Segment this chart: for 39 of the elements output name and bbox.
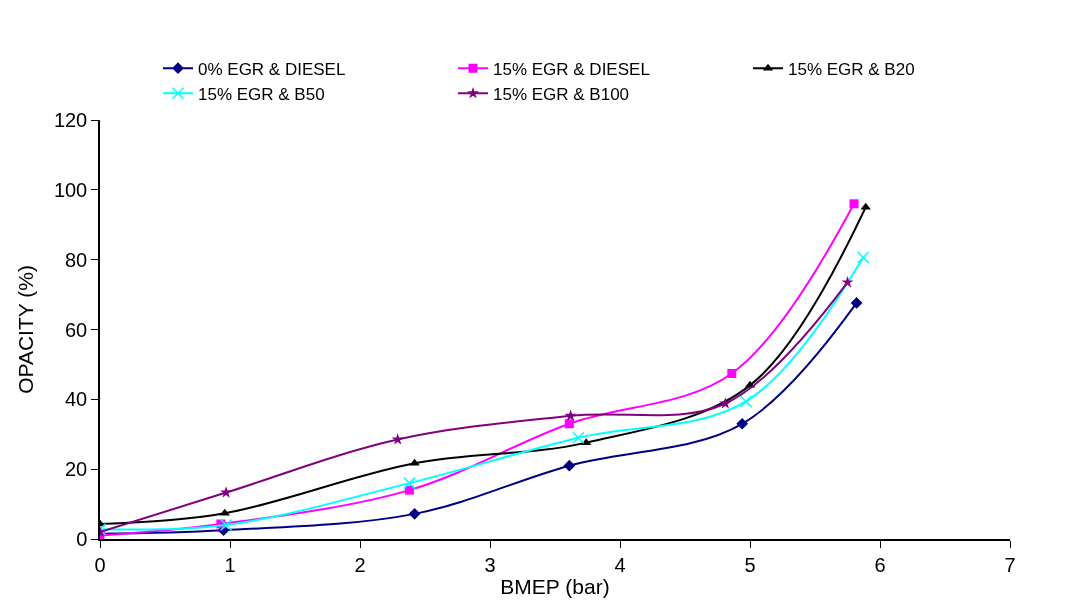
point (719, 397, 732, 409)
point (564, 419, 574, 429)
point (403, 476, 416, 490)
y-tick-label: 0 (76, 528, 88, 550)
point (219, 518, 233, 532)
y-tick-label: 80 (65, 248, 88, 271)
x-tick-label: 1 (224, 553, 236, 576)
x-tick-label: 2 (354, 553, 366, 576)
y-tick-label: 20 (65, 458, 88, 481)
legend-label: 15% EGR & B50 (198, 84, 325, 104)
point (739, 395, 753, 408)
legend-label: 15% EGR & DIESEL (493, 59, 650, 79)
point (727, 369, 737, 378)
point (850, 297, 863, 309)
x-tick-label: 0 (94, 553, 106, 576)
legend-label: 15% EGR & B100 (493, 84, 630, 104)
x-axis-title: BMEP (bar) (500, 575, 610, 599)
x-tick-label: 5 (744, 553, 756, 576)
point (408, 508, 421, 520)
point (736, 417, 749, 430)
point (860, 202, 871, 210)
point (404, 485, 414, 495)
legend-label: 15% EGR & B20 (788, 59, 915, 79)
point (856, 251, 870, 264)
point (564, 409, 577, 421)
x-tick-label: 6 (874, 553, 886, 576)
y-tick-label: 100 (53, 178, 88, 201)
y-tick-label: 120 (53, 109, 88, 131)
point (563, 459, 576, 472)
point (572, 431, 585, 444)
point (849, 199, 859, 209)
y-tick-label: 40 (65, 388, 88, 411)
y-axis-title: OPACITY (%) (13, 265, 37, 394)
x-tick-label: 4 (614, 553, 626, 576)
y-tick-label: 60 (65, 318, 88, 341)
legend-label: 0% EGR & DIESEL (198, 59, 346, 79)
point (841, 276, 854, 288)
x-tick-label: 7 (1004, 553, 1016, 576)
x-tick-label: 3 (484, 553, 496, 576)
